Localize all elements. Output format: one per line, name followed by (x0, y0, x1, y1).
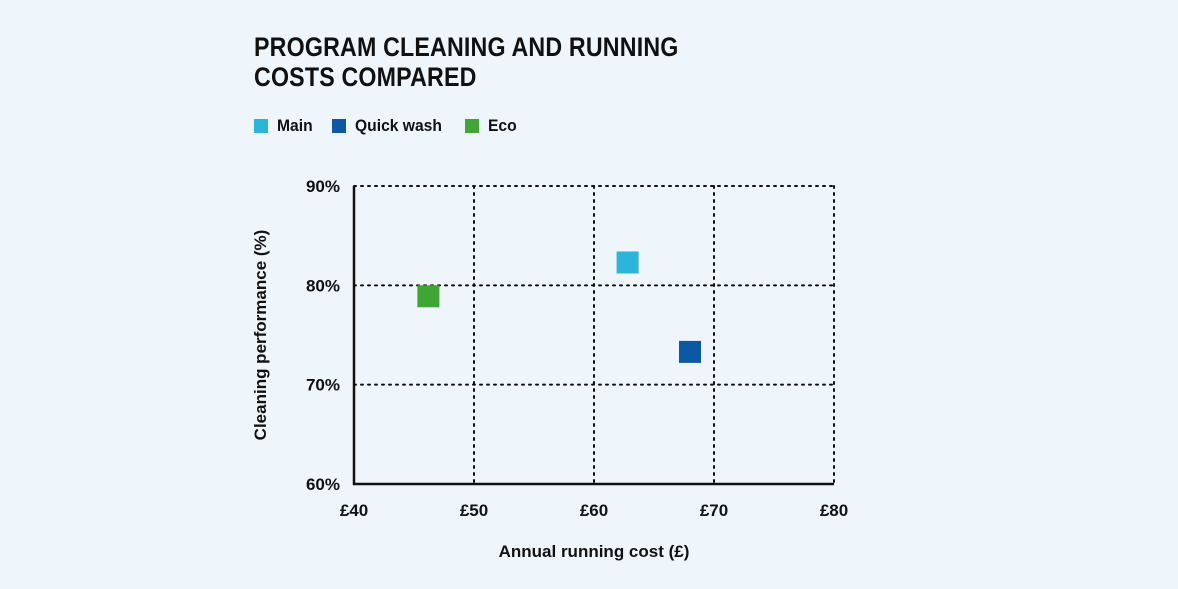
chart-title-line-1: PROGRAM CLEANING AND RUNNING (254, 32, 679, 62)
chart-tick-labels: £40 £50 £60 £70 £80 60% 70% 80% 90% (306, 177, 848, 520)
x-tick-label-3: £70 (700, 501, 728, 520)
legend-item-main: Main (254, 116, 316, 136)
legend-item-quick-wash: Quick wash (331, 116, 449, 136)
legend-label-eco: Eco (488, 116, 517, 135)
chart-title: PROGRAM CLEANING AND RUNNING COSTS COMPA… (254, 32, 770, 92)
y-axis-label: Cleaning performance (%) (251, 230, 270, 441)
chart-grid (353, 185, 835, 485)
legend-label-quick-wash: Quick wash (354, 116, 442, 135)
y-tick-label-2: 80% (306, 276, 340, 295)
legend-swatch-quick-wash (331, 119, 346, 133)
legend-item-eco: Eco (465, 116, 519, 136)
point-main-0 (616, 251, 639, 274)
y-tick-label-1: 70% (306, 376, 340, 395)
y-tick-label-0: 60% (306, 475, 340, 494)
chart-legend: Main Quick wash Eco (254, 116, 535, 136)
point-eco-0 (417, 285, 440, 308)
x-tick-label-0: £40 (340, 501, 368, 520)
x-tick-label-4: £80 (820, 501, 848, 520)
x-axis-label: Annual running cost (£) (499, 542, 690, 561)
legend-swatch-eco (465, 119, 480, 133)
legend-swatch-main (254, 119, 268, 133)
chart-points (417, 251, 701, 363)
x-tick-label-2: £60 (580, 501, 608, 520)
y-tick-label-3: 90% (306, 177, 340, 196)
point-quick-wash-0 (679, 340, 701, 363)
legend-label-main: Main (277, 116, 313, 135)
x-tick-label-1: £50 (460, 501, 488, 520)
chart-axes (352, 186, 834, 486)
chart-title-line-2: COSTS COMPARED (254, 62, 477, 92)
